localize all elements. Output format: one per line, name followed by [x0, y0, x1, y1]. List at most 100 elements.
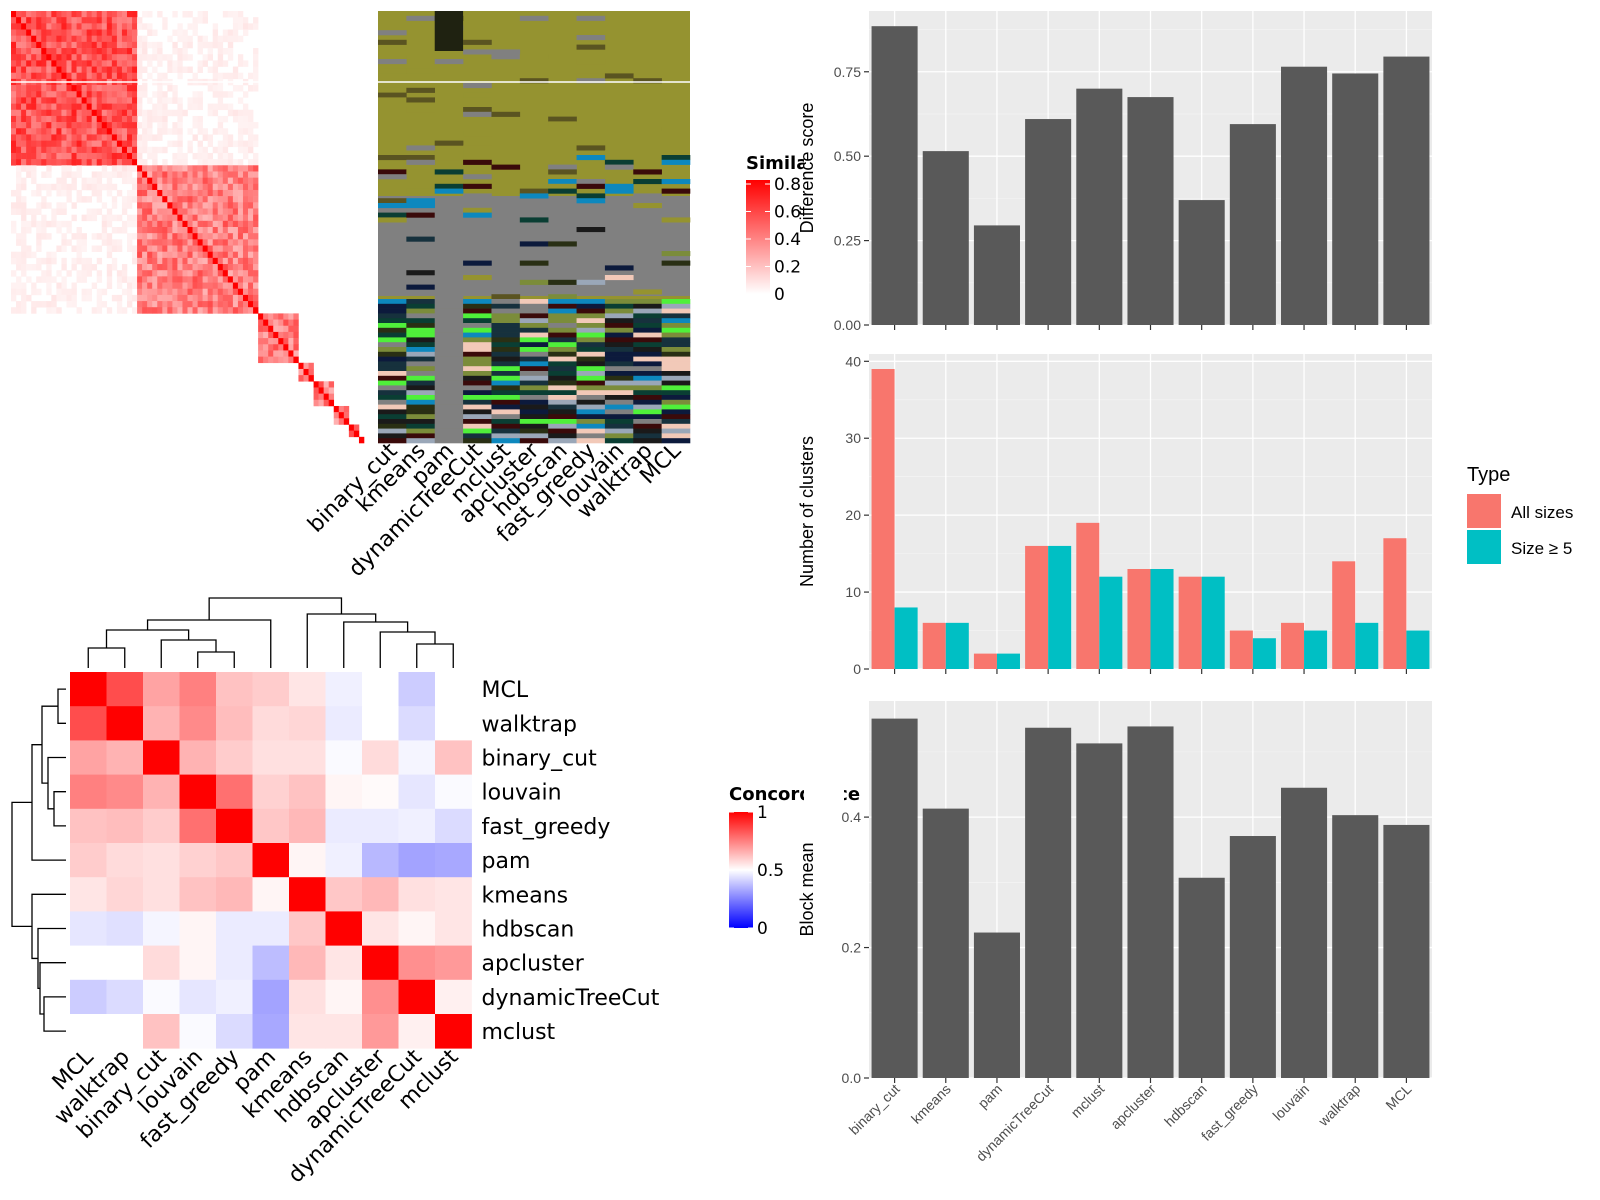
similarity-cell	[222, 208, 229, 215]
membership-cell	[434, 222, 464, 228]
similarity-cell	[313, 393, 319, 401]
similarity-cell	[227, 202, 234, 209]
similarity-cell	[61, 220, 67, 228]
similarity-cell	[96, 208, 103, 215]
similarity-cell	[137, 202, 143, 209]
similarity-cell	[71, 282, 77, 290]
similarity-cell	[137, 140, 143, 148]
x-tick-label: pam	[975, 1081, 1006, 1112]
similarity-cell	[46, 122, 52, 129]
similarity-cell	[66, 54, 72, 61]
similarity-cell	[137, 257, 143, 265]
similarity-cell	[51, 103, 57, 111]
concordance-cell	[435, 672, 472, 707]
similarity-cell	[21, 307, 27, 314]
similarity-cell	[21, 264, 27, 271]
similarity-cell	[253, 196, 259, 203]
membership-cell	[378, 395, 407, 401]
membership-cell	[548, 351, 577, 357]
y-tick-label: 0.25	[834, 233, 861, 249]
similarity-cell	[207, 202, 214, 209]
membership-cell	[633, 395, 662, 401]
similarity-cell	[121, 72, 128, 80]
membership-cell	[463, 390, 492, 396]
concordance-cell	[252, 1014, 290, 1049]
similarity-cell	[56, 35, 62, 43]
similarity-cell	[121, 48, 128, 55]
similarity-cell	[212, 196, 219, 203]
similarity-cell	[106, 97, 113, 104]
membership-cell	[576, 390, 606, 396]
concordance-cell	[179, 945, 217, 981]
similarity-cell	[16, 165, 22, 172]
similarity-cell	[106, 60, 113, 67]
similarity-cell	[76, 48, 82, 55]
similarity-cell	[31, 115, 37, 123]
similarity-cell	[232, 233, 239, 240]
similarity-cell	[11, 146, 17, 154]
similarity-cell	[121, 109, 128, 117]
membership-cell	[463, 385, 492, 391]
similarity-cell	[106, 29, 113, 36]
similarity-cell	[81, 35, 87, 43]
similarity-cell	[41, 109, 47, 117]
similarity-cell	[248, 85, 254, 92]
membership-cell	[434, 433, 464, 439]
similarity-cell	[202, 54, 208, 61]
similarity-cell	[76, 11, 82, 18]
membership-cell	[491, 361, 521, 367]
similarity-cell	[177, 103, 183, 111]
membership-cell	[491, 395, 521, 401]
similarity-cell	[106, 208, 113, 215]
similarity-cell	[237, 177, 244, 185]
similarity-cell	[242, 239, 249, 246]
similarity-cell	[36, 35, 42, 43]
similarity-cell	[323, 381, 329, 388]
similarity-cell	[162, 251, 168, 259]
similarity-cell	[121, 196, 128, 203]
membership-cell	[633, 193, 662, 199]
similarity-cell	[187, 103, 193, 111]
similarity-cell	[71, 103, 77, 111]
similarity-cell	[126, 276, 133, 283]
bar	[1281, 66, 1328, 325]
membership-cell	[434, 409, 464, 415]
membership-cell	[633, 385, 662, 391]
similarity-cell	[26, 60, 32, 67]
membership-cell	[548, 164, 577, 170]
similarity-cell	[56, 85, 62, 92]
membership-cell	[604, 399, 634, 405]
similarity-cell	[51, 11, 57, 18]
similarity-cell	[263, 325, 269, 333]
membership-cell	[434, 169, 464, 175]
similarity-cell	[217, 276, 224, 283]
legend-key-all-sizes	[1467, 494, 1501, 528]
similarity-cell	[232, 72, 239, 80]
concordance-cell	[252, 808, 290, 844]
membership-cell	[491, 49, 521, 55]
similarity-cell	[51, 276, 57, 283]
membership-cell	[378, 423, 407, 429]
membership-cell	[633, 203, 662, 209]
similarity-cell	[232, 23, 239, 30]
similarity-cell	[157, 171, 163, 178]
similarity-cell	[147, 97, 153, 104]
x-tick-label: apcluster	[1107, 1081, 1159, 1133]
membership-cell	[519, 433, 549, 439]
similarity-cell	[222, 307, 229, 314]
similarity-cell	[147, 227, 153, 234]
similarity-cell	[71, 140, 77, 148]
membership-cell	[434, 438, 464, 444]
similarity-cell	[116, 66, 123, 74]
y-axis-title: Block mean	[797, 842, 817, 936]
similarity-cell	[283, 350, 289, 357]
membership-cell	[604, 308, 634, 314]
similarity-cell	[116, 270, 123, 277]
similarity-cell	[172, 301, 178, 308]
similarity-cell	[333, 405, 340, 413]
membership-cell	[661, 188, 691, 194]
similarity-cell	[106, 245, 113, 252]
similarity-cell	[21, 239, 27, 246]
similarity-cell	[116, 128, 123, 135]
membership-cell	[519, 337, 549, 343]
